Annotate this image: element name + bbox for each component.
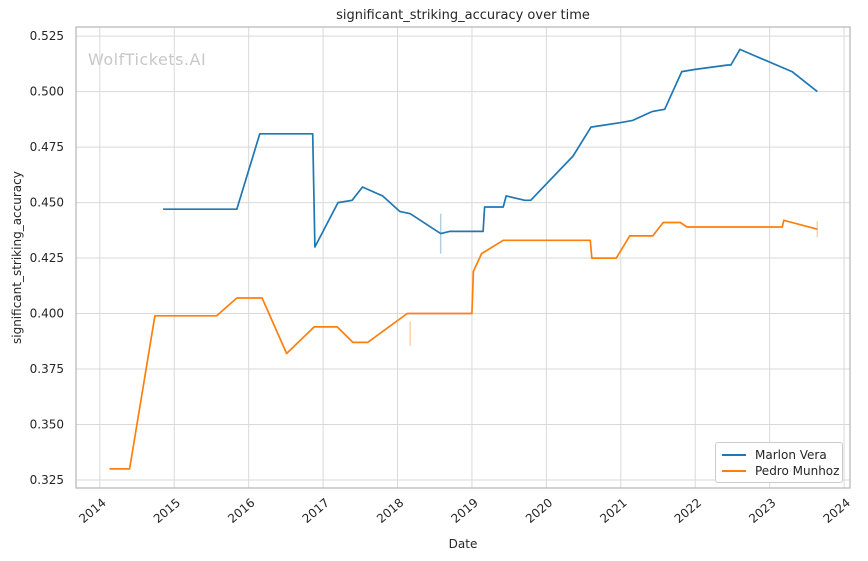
x-tick-label: 2020: [523, 496, 555, 526]
legend-label: Pedro Munhoz: [755, 464, 840, 478]
series-line-pedro-munhoz: [109, 219, 818, 470]
y-tick-label: 0.500: [30, 85, 64, 99]
x-axis-label: Date: [448, 537, 478, 551]
y-axis-label: significant_striking_accuracy: [10, 171, 24, 344]
y-tick-label: 0.375: [30, 362, 64, 376]
legend: Marlon Vera Pedro Munhoz: [715, 442, 843, 483]
y-tick-label: 0.525: [30, 29, 64, 43]
x-tick-label: 2019: [448, 496, 480, 526]
legend-line-swatch: [722, 454, 746, 456]
y-tick-label: 0.450: [30, 196, 64, 210]
x-tick-label: 2016: [225, 496, 257, 526]
y-tick-label: 0.475: [30, 140, 64, 154]
x-tick-label: 2014: [76, 496, 108, 526]
y-tick-label: 0.350: [30, 418, 64, 432]
x-tick-label: 2022: [672, 496, 704, 526]
x-tick-label: 2018: [374, 496, 406, 526]
y-tick-label: 0.400: [30, 307, 64, 321]
watermark: WolfTickets.AI: [88, 50, 207, 69]
plot-border: [75, 26, 851, 489]
x-tick-label: 2021: [597, 496, 629, 526]
y-tick-label: 0.425: [30, 251, 64, 265]
series-line-marlon-vera: [163, 48, 818, 248]
legend-item-marlon-vera: Marlon Vera: [722, 447, 842, 463]
x-tick-label: 2017: [300, 496, 332, 526]
chart-title: significant_striking_accuracy over time: [336, 8, 590, 23]
y-tick-label: 0.325: [30, 473, 64, 487]
x-tick-label: 2024: [821, 496, 853, 526]
legend-line-swatch: [722, 470, 746, 472]
x-tick-label: 2023: [746, 496, 778, 526]
legend-label: Marlon Vera: [755, 448, 827, 462]
legend-item-pedro-munhoz: Pedro Munhoz: [722, 463, 842, 479]
x-tick-label: 2015: [151, 496, 183, 526]
